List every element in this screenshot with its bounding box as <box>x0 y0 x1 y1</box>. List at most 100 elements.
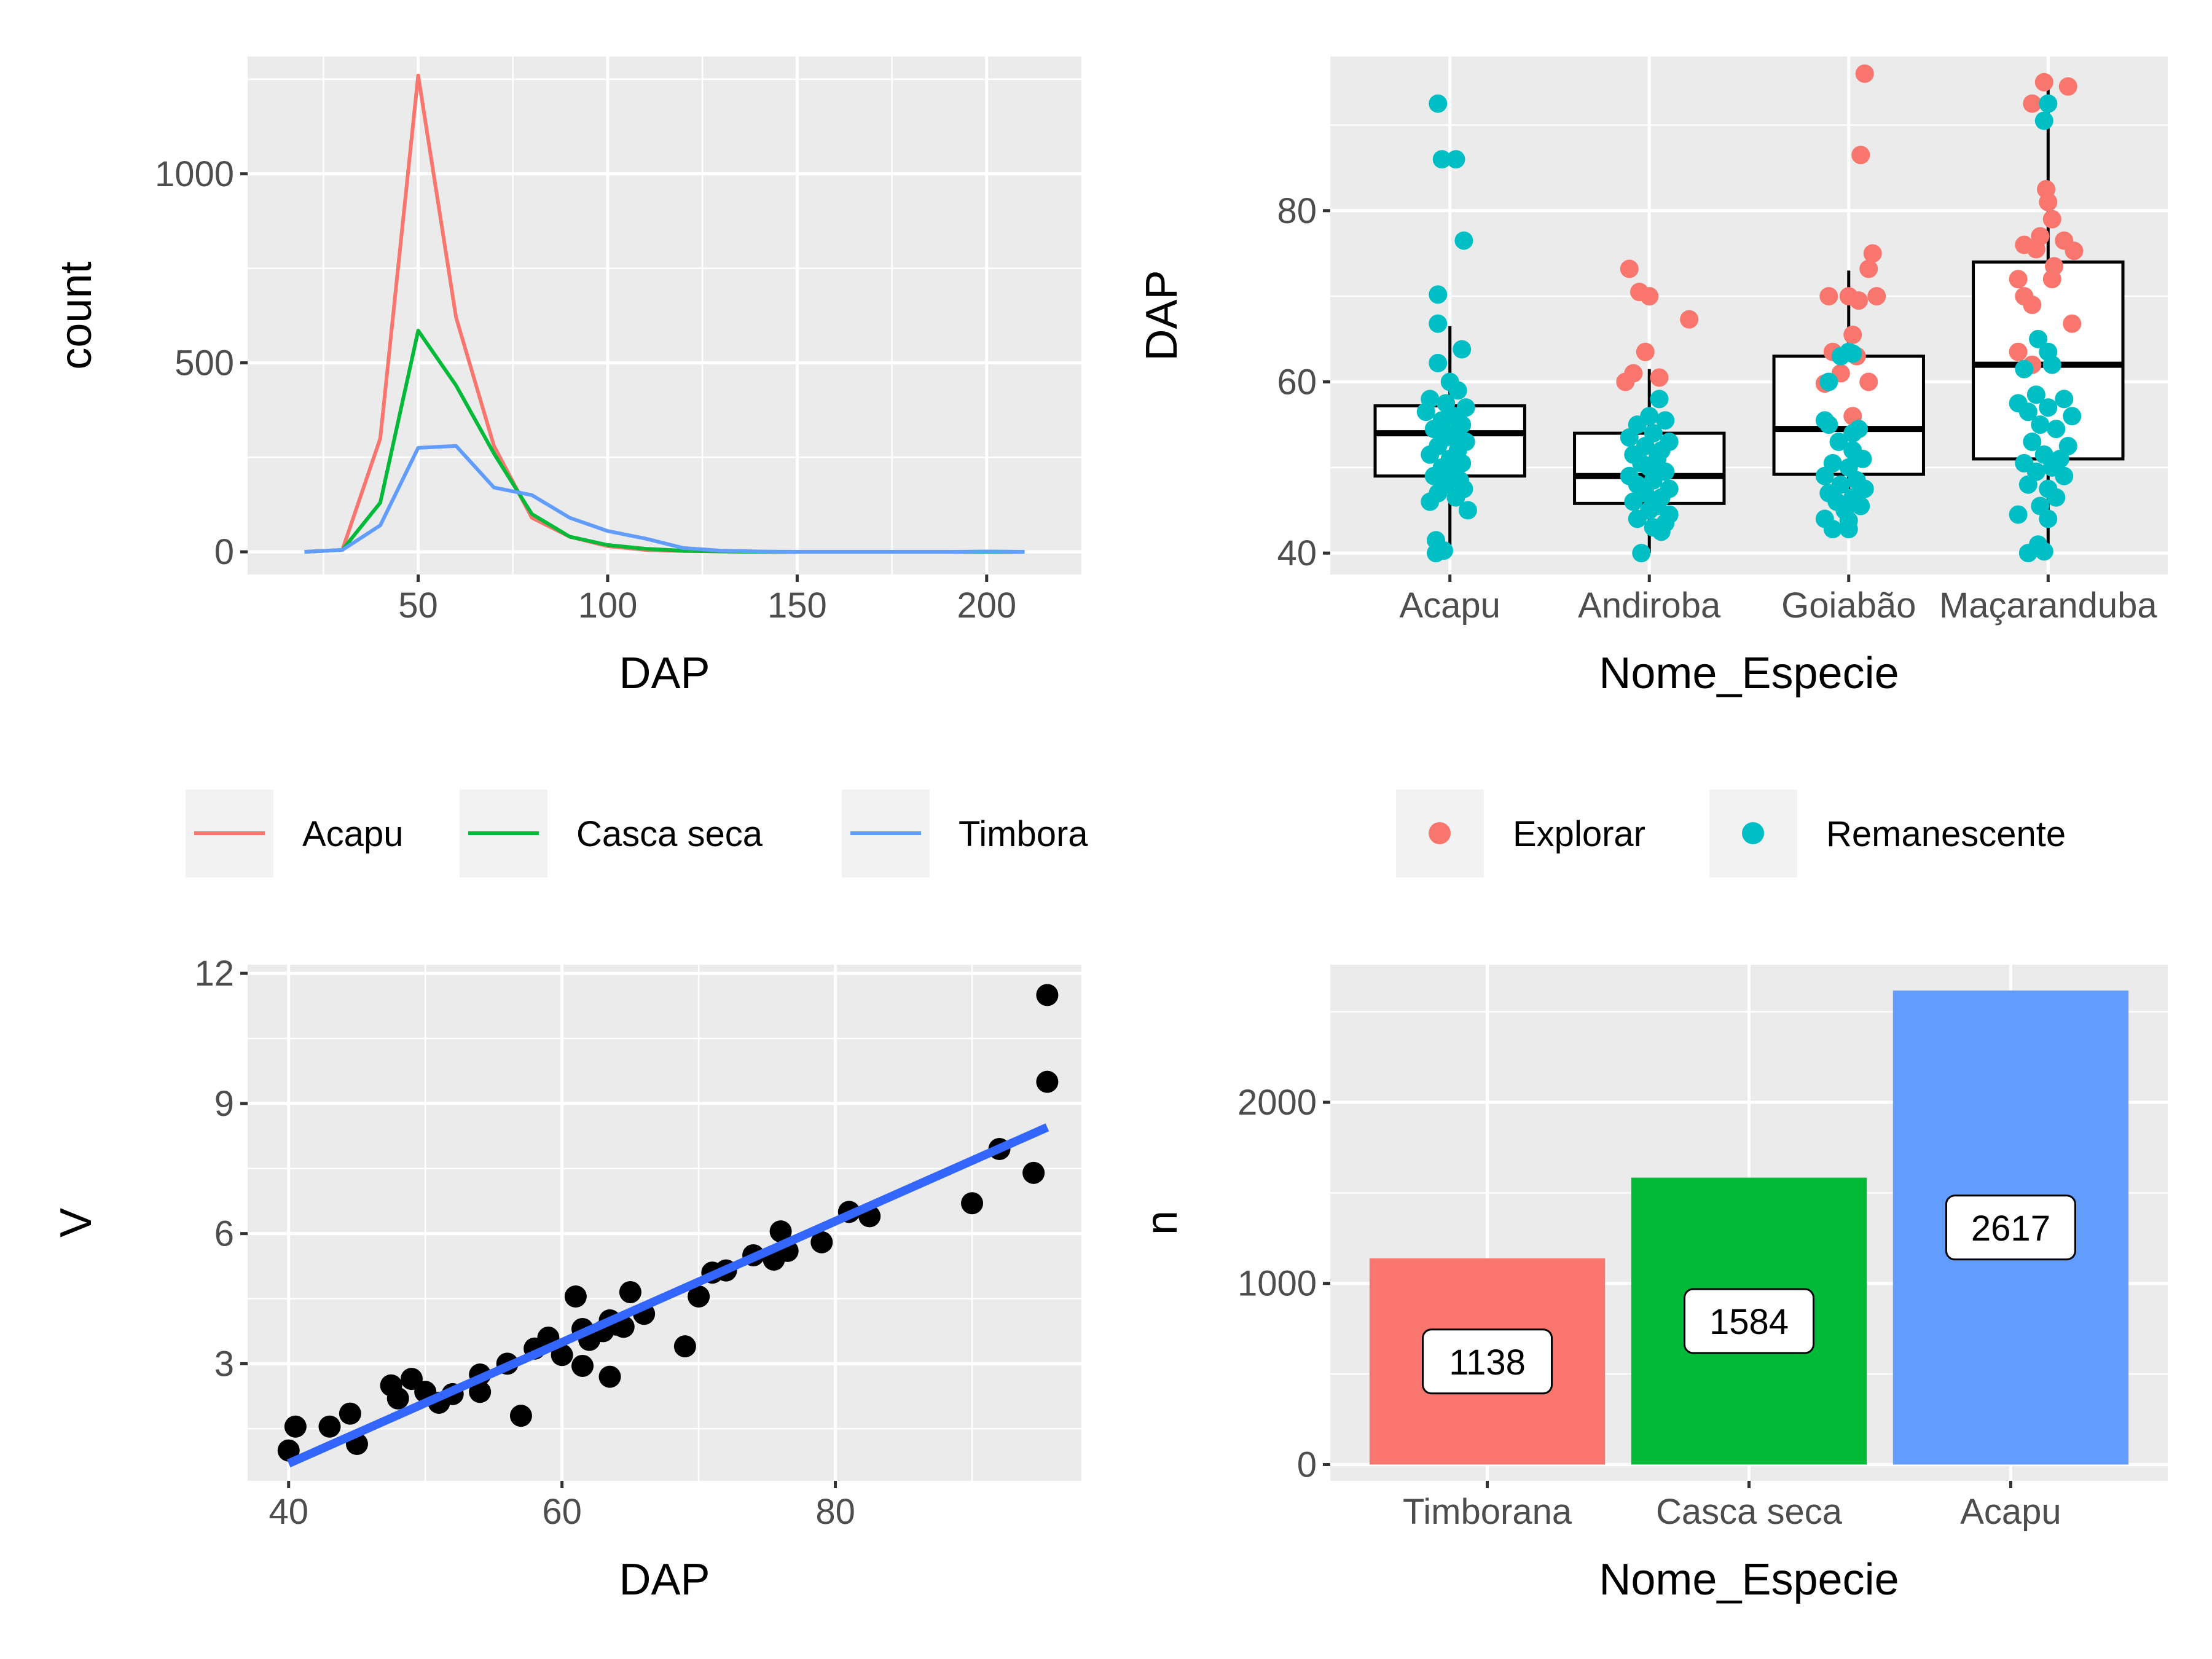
boxplot-point-2-14 <box>1416 402 1435 422</box>
scatter-point-1 <box>277 1439 300 1462</box>
boxplot-point-2-93 <box>1823 520 1842 539</box>
scatter-point-27 <box>598 1365 621 1388</box>
boxplot-point-2-3 <box>1446 150 1465 169</box>
scatter-chart: 40 60 80 3 6 9 12 DAP V <box>52 954 1081 1604</box>
boxplot-point-2-119 <box>2047 488 2066 507</box>
bar-x-tick-label: Acapu <box>1960 1492 2061 1532</box>
point-legend: Explorar Remanescente <box>1396 790 2066 877</box>
scatter-x-tick-label: 80 <box>815 1492 855 1532</box>
scatter-panel <box>248 965 1081 1481</box>
boxplot-point-2-100 <box>2015 359 2034 378</box>
boxplot-point-1-37 <box>2042 270 2061 289</box>
boxplot-y-axis-title: DAP <box>1137 270 1186 361</box>
boxplot-point-2-71 <box>1831 347 1850 366</box>
line-legend-item-2: Casca seca <box>460 790 763 877</box>
bar-y-tick-label: 2000 <box>1237 1083 1317 1123</box>
scatter-point-7 <box>386 1387 409 1410</box>
point-legend-item-2: Remanescente <box>1709 790 2066 877</box>
boxplot-y-tick-label: 40 <box>1277 533 1317 573</box>
boxplot-point-1-4 <box>1680 310 1699 329</box>
scatter-point-36 <box>769 1220 792 1243</box>
boxplot-point-2-5 <box>1429 285 1448 304</box>
boxplot-point-2-74 <box>1819 415 1838 434</box>
boxplot-point-2-107 <box>2031 415 2050 434</box>
bar-label-box-1 <box>1422 1328 1553 1395</box>
boxplot-point-2-102 <box>2055 390 2074 409</box>
scatter-point-20 <box>571 1354 594 1377</box>
bar-y-axis-title: n <box>1137 1210 1186 1235</box>
line-legend-label: Acapu <box>302 814 403 854</box>
freqpoly-x-axis-title: DAP <box>619 649 710 698</box>
boxplot-point-2-6 <box>1429 314 1448 333</box>
boxplot-point-2-95 <box>2039 94 2058 113</box>
boxplot-point-1-36 <box>2009 270 2028 289</box>
scatter-point-19 <box>564 1285 587 1308</box>
boxplot-point-2-94 <box>1839 520 1858 539</box>
scatter-point-43 <box>1022 1161 1045 1184</box>
scatter-x-tick-label: 60 <box>542 1492 582 1532</box>
boxplot-point-1-25 <box>2058 77 2077 96</box>
bar-y-tick-label: 0 <box>1297 1445 1317 1484</box>
point-legend-item-1: Explorar <box>1396 790 1645 877</box>
freqpoly-panel <box>248 57 1081 575</box>
boxplot-point-1-39 <box>2023 296 2042 315</box>
boxplot-point-1-16 <box>1867 287 1886 306</box>
boxplot-point-2-104 <box>2039 398 2058 417</box>
point-legend-swatch <box>1429 822 1451 844</box>
boxplot-point-2-89 <box>1851 496 1870 516</box>
scatter-point-38 <box>810 1231 833 1253</box>
boxplot-point-2-101 <box>2026 385 2045 404</box>
boxplot-x-tick-label: Acapu <box>1399 586 1500 626</box>
boxplot-point-1-7 <box>1650 368 1669 387</box>
boxplot-point-2-35 <box>1421 492 1440 511</box>
scatter-y-axis-title: V <box>52 1208 101 1237</box>
boxplot-point-1-12 <box>1859 259 1878 278</box>
boxplot-point-2-97 <box>2029 329 2048 348</box>
boxplot-point-1-9 <box>1855 64 1874 83</box>
boxplot-point-2-125 <box>2018 544 2037 563</box>
scatter-point-15 <box>509 1405 532 1427</box>
line-legend-label: Timbora <box>959 814 1088 854</box>
boxplot-point-1-33 <box>2026 240 2045 259</box>
boxplot-point-1-1 <box>1620 259 1639 278</box>
scatter-y-tick-label: 9 <box>214 1084 234 1124</box>
boxplot-x-tick-label: Maçaranduba <box>1939 586 2157 626</box>
scatter-y-tick-label: 12 <box>194 954 234 994</box>
scatter-point-3 <box>318 1415 341 1438</box>
boxplot-point-1-21 <box>1859 372 1878 391</box>
freqpoly-y-axis-title: count <box>52 261 101 369</box>
boxplot-point-2-105 <box>2018 402 2037 422</box>
line-legend-item-1: Acapu <box>186 790 403 877</box>
boxplot-point-2-39 <box>1426 544 1445 563</box>
scatter-fit-line <box>286 1123 1049 1468</box>
boxplot-point-2-10 <box>1448 381 1467 400</box>
boxplot-point-2-1 <box>1429 94 1448 113</box>
scatter-point-12 <box>469 1381 492 1403</box>
scatter-point-30 <box>673 1335 696 1358</box>
scatter-y-tick-label: 3 <box>214 1344 234 1384</box>
scatter-x-tick-label: 40 <box>269 1492 308 1532</box>
bar-label-box-2 <box>1684 1288 1814 1354</box>
point-legend-swatch <box>1742 822 1764 844</box>
boxplot-point-1-5 <box>1636 342 1655 361</box>
freqpoly-x-tick-label: 200 <box>957 586 1016 626</box>
bar-x-axis-title: Nome_Especie <box>1599 1555 1899 1604</box>
freqpoly-x-tick-label: 50 <box>398 586 438 626</box>
boxplot-point-2-24 <box>1421 445 1440 464</box>
scatter-x-axis-title: DAP <box>619 1555 710 1604</box>
boxplot-x-tick-label: Andiroba <box>1578 586 1721 626</box>
freqpoly-series-line-3 <box>304 444 1025 554</box>
boxplot-point-2-36 <box>1458 501 1477 520</box>
boxplot-point-2-7 <box>1453 340 1472 359</box>
scatter-point-28 <box>619 1281 641 1303</box>
boxplot-point-2-106 <box>2063 407 2082 426</box>
bar-data-label-3: 2617 <box>1971 1209 2050 1249</box>
scatter-point-41 <box>961 1192 984 1215</box>
line-legend-label: Casca seca <box>576 814 763 854</box>
boxplot-point-2-68 <box>1632 544 1651 563</box>
boxplot-y-tick-label: 80 <box>1277 191 1317 231</box>
scatter-point-4 <box>339 1402 361 1425</box>
boxplot-point-1-34 <box>2065 241 2084 261</box>
boxplot-y-tick-label: 60 <box>1277 362 1317 402</box>
point-legend-label: Remanescente <box>1826 814 2066 854</box>
